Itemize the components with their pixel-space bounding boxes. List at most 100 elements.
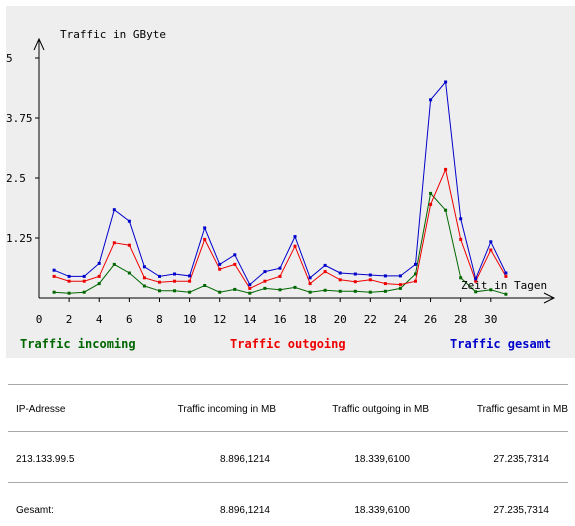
series-traffic-gesamt [52, 80, 508, 287]
data-point [263, 270, 267, 274]
legend-traffic-gesamt: Traffic gesamt [450, 337, 552, 351]
series-traffic-incoming [52, 191, 508, 296]
data-point [474, 279, 478, 283]
data-point [338, 271, 342, 275]
y-tick-label: 2.5 [6, 172, 26, 185]
x-axis-arrow [543, 292, 556, 304]
data-point [112, 262, 116, 266]
x-tick-label: 28 [454, 313, 467, 326]
data-point [308, 290, 312, 294]
table-top-divider [8, 384, 568, 385]
data-point [459, 237, 463, 241]
header-ip-address: IP-Adresse [16, 404, 66, 415]
data-point [504, 271, 508, 275]
x-tick-label: 20 [334, 313, 347, 326]
data-point [97, 261, 101, 265]
data-point [278, 274, 282, 278]
x-tick-label: 4 [96, 313, 103, 326]
data-point [97, 274, 101, 278]
header-traffic-gesamt: Traffic gesamt in MB [476, 404, 568, 415]
data-point [112, 241, 116, 245]
data-point [158, 280, 161, 284]
x-tick-label: 26 [424, 313, 437, 326]
header-divider [8, 431, 568, 432]
x-axis-ticks: 0 2 4 6 8 10 12 14 16 18 20 22 24 26 28 30 [36, 298, 497, 326]
data-point [323, 288, 327, 292]
data-point [398, 286, 402, 290]
traffic-line-chart: 53.752.51.25 0 2 4 6 8 10 12 14 16 18 20 22 24 26 28 30… [6, 28, 556, 326]
data-point [218, 267, 222, 271]
data-point [444, 167, 448, 171]
data-point [52, 268, 56, 272]
total-divider [8, 482, 568, 483]
y-axis-ticks: 5 3.75 2.5 1.25 [6, 52, 39, 245]
data-point [353, 272, 357, 276]
legend-traffic-outgoing: Traffic outgoing [230, 337, 346, 351]
data-point [353, 280, 357, 284]
data-point [489, 240, 493, 244]
data-point [173, 272, 176, 276]
x-tick-label: 16 [273, 313, 286, 326]
traffic-chart-panel: 5 3.75 2.5 1.25 0 2 4 6 8 10 12 14 16 18 20 22 24 26 28 30… [6, 6, 575, 358]
series-line-traffic-gesamt [53, 80, 507, 286]
data-point [233, 253, 237, 257]
data-point [233, 262, 237, 266]
data-point [52, 290, 56, 294]
y-tick-label: 3.75 [6, 112, 33, 125]
y-tick-label: 5 [6, 52, 13, 65]
data-point [308, 282, 312, 286]
data-point [127, 243, 131, 247]
data-point [112, 208, 116, 212]
data-point [398, 274, 402, 278]
data-point [353, 289, 357, 293]
x-tick-label: 6 [126, 313, 133, 326]
data-point [504, 292, 508, 296]
data-point [293, 285, 297, 289]
data-point [203, 284, 207, 287]
data-point [188, 274, 192, 278]
data-point [444, 208, 448, 212]
data-point [489, 248, 493, 252]
x-tick-label: 22 [364, 313, 377, 326]
data-point [278, 266, 282, 270]
data-point [263, 279, 267, 283]
x-tick-label: 12 [213, 313, 226, 326]
data-point [459, 276, 463, 280]
y-tick-label: 1.25 [6, 232, 33, 245]
x-tick-label: 18 [303, 313, 316, 326]
data-point [444, 80, 448, 84]
row-traffic-outgoing: 18.339,6100 [354, 454, 410, 465]
data-point [248, 286, 252, 290]
row-ip-address: 213.133.99.5 [16, 454, 75, 465]
data-point [67, 279, 71, 283]
data-point [142, 276, 146, 280]
row-traffic-gesamt: 27.235,7314 [493, 454, 549, 465]
data-point [142, 284, 146, 288]
data-point [323, 270, 327, 274]
data-point [173, 289, 176, 293]
x-tick-label: 30 [484, 313, 497, 326]
data-point [173, 279, 176, 283]
header-traffic-incoming: Traffic incoming in MB [177, 404, 276, 415]
header-traffic-outgoing: Traffic outgoing in MB [332, 404, 429, 415]
data-point [203, 226, 207, 230]
data-point [233, 287, 237, 291]
x-tick-label: 24 [394, 313, 408, 326]
data-point [414, 272, 417, 276]
data-point [127, 271, 131, 275]
data-point [248, 291, 252, 295]
data-point [278, 288, 282, 292]
data-point [293, 244, 297, 248]
data-point [188, 290, 192, 294]
data-point [338, 278, 342, 282]
data-point [489, 288, 493, 292]
data-point [368, 290, 372, 294]
data-point [338, 289, 342, 293]
data-point [429, 191, 433, 195]
legend-traffic-incoming: Traffic incoming [20, 337, 136, 351]
data-point [368, 278, 372, 282]
data-point [263, 286, 267, 290]
data-point [142, 265, 146, 269]
x-tick-label: 10 [183, 313, 196, 326]
data-point [188, 279, 192, 283]
